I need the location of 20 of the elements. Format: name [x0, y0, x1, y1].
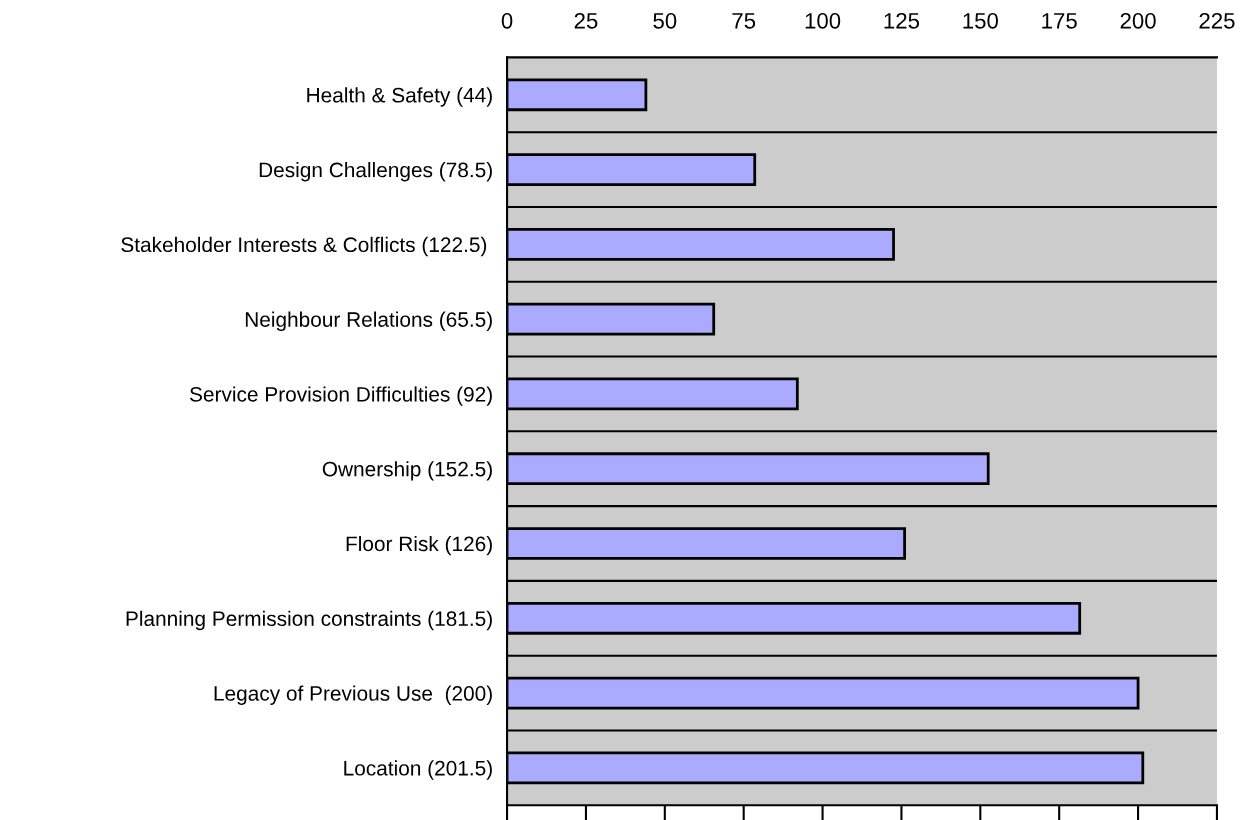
y-tick-label: Floor Risk (126) — [346, 535, 492, 556]
y-tick-label: Legacy of Previous Use (200) — [214, 685, 492, 705]
x-tick-label: 25 — [574, 12, 598, 29]
y-tick-label: Planning Permission constraints (181.5) — [126, 610, 492, 631]
y-tick-label: Service Provision Difficulties (92) — [190, 386, 492, 406]
x-tick-label: 150 — [963, 12, 998, 29]
x-tick-label: 200 — [1120, 12, 1156, 29]
x-tick-label: 175 — [1042, 13, 1077, 29]
x-tick-label: 50 — [653, 12, 677, 29]
x-tick-label: 125 — [884, 12, 920, 29]
x-tick-label: 100 — [805, 12, 841, 29]
y-tick-label: Stakeholder Interests & Colflicts (122.5) — [121, 236, 487, 257]
y-tick-label: Health & Safety (44) — [307, 87, 492, 107]
x-tick-label: 225 — [1199, 12, 1235, 29]
x-tick-label: 75 — [732, 13, 756, 29]
y-tick-label: Ownership (152.5) — [322, 461, 492, 481]
x-tick-label: 0 — [501, 12, 513, 29]
y-tick-label: Neighbour Relations (65.5) — [245, 311, 492, 332]
y-tick-label: Location (201.5) — [344, 760, 492, 780]
y-tick-label: Design Challenges (78.5) — [259, 162, 492, 182]
